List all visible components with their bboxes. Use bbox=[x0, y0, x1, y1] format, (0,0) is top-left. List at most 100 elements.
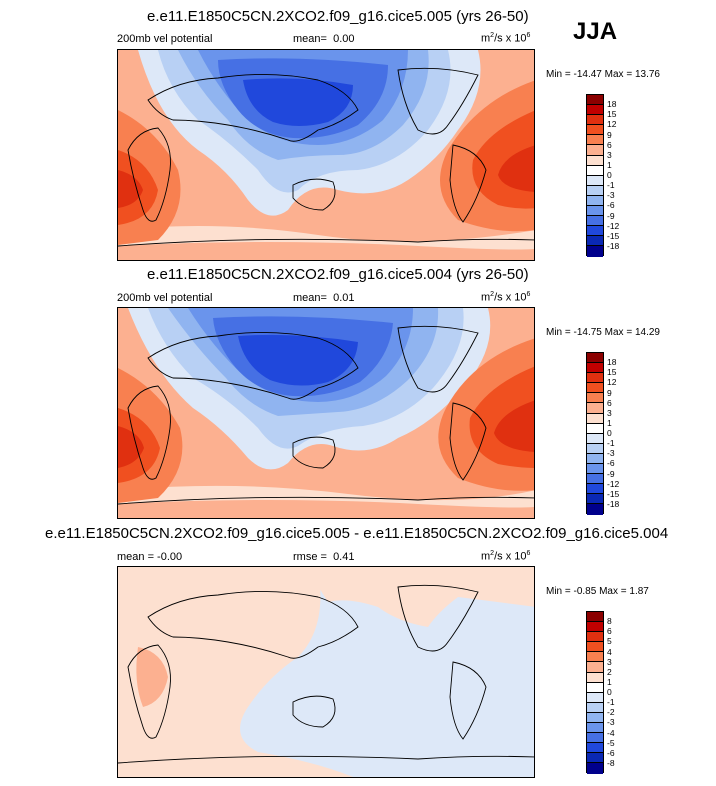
colorbar-tick-label: 15 bbox=[607, 367, 617, 378]
units-prefix: m bbox=[481, 291, 491, 304]
cbar-swatch bbox=[587, 115, 603, 126]
cbar-swatch bbox=[587, 155, 603, 166]
cbar-swatch bbox=[587, 433, 603, 444]
cbar-swatch bbox=[587, 206, 603, 217]
max-label: Max = bbox=[604, 69, 633, 80]
colorbar-tick-label: -18 bbox=[607, 498, 620, 509]
panel3-minmax: Min = -0.85 Max = 1.87 bbox=[546, 586, 649, 597]
max-value: 13.76 bbox=[634, 69, 660, 80]
colorbar-tick-label: 2 bbox=[607, 666, 612, 677]
cbar-swatch bbox=[587, 662, 603, 673]
colorbar-tick-label: 3 bbox=[607, 149, 612, 160]
colorbar-tick-label: -3 bbox=[607, 448, 615, 459]
panel3-colorbar bbox=[586, 611, 604, 774]
units-mid: /s x 10 bbox=[494, 291, 527, 304]
panel3-stat-value: 0.41 bbox=[333, 551, 355, 563]
min-label: Min = bbox=[546, 69, 571, 80]
panel3-map bbox=[117, 566, 535, 778]
colorbar-tick-label: 8 bbox=[607, 616, 612, 627]
panel1-stat-label: mean= bbox=[293, 33, 327, 45]
units-sup1: 2 bbox=[490, 291, 495, 298]
cbar-swatch bbox=[587, 612, 603, 623]
panel2-variable: 200mb vel potential bbox=[117, 292, 213, 304]
colorbar-tick-label: 1 bbox=[607, 159, 612, 170]
colorbar-tick-label: -3 bbox=[607, 717, 615, 728]
cbar-swatch bbox=[587, 733, 603, 744]
colorbar-tick-label: 12 bbox=[607, 119, 617, 130]
colorbar-tick-label: 1 bbox=[607, 417, 612, 428]
colorbar-tick-label: 6 bbox=[607, 397, 612, 408]
colorbar-tick-label: 1 bbox=[607, 676, 612, 687]
cbar-swatch bbox=[587, 423, 603, 434]
cbar-swatch bbox=[587, 125, 603, 136]
units-sup2: 6 bbox=[526, 291, 531, 298]
units-prefix: m bbox=[481, 32, 491, 45]
max-value: 14.29 bbox=[634, 327, 660, 338]
cbar-swatch bbox=[587, 216, 603, 227]
panel3-units: m2/s x 106 bbox=[481, 550, 530, 563]
panel1-stat-value: 0.00 bbox=[333, 33, 355, 45]
panel3-field bbox=[118, 567, 534, 777]
cbar-swatch bbox=[587, 753, 603, 764]
cbar-swatch bbox=[587, 413, 603, 424]
cbar-swatch bbox=[587, 403, 603, 414]
colorbar-tick-label: 6 bbox=[607, 139, 612, 150]
colorbar-tick-label: -5 bbox=[607, 737, 615, 748]
cbar-swatch bbox=[587, 145, 603, 156]
colorbar-tick-label: -15 bbox=[607, 488, 620, 499]
panel2-colorbar bbox=[586, 352, 604, 515]
panel2-stat: mean= 0.01 bbox=[293, 292, 355, 304]
colorbar-tick-label: -8 bbox=[607, 757, 615, 768]
panel3-title: e.e11.E1850C5CN.2XCO2.f09_g16.cice5.005 … bbox=[45, 525, 669, 542]
colorbar-tick-label: -1 bbox=[607, 180, 615, 191]
units-sup1: 2 bbox=[490, 32, 495, 39]
colorbar-tick-label: 0 bbox=[607, 428, 612, 438]
cbar-swatch bbox=[587, 95, 603, 106]
cbar-swatch bbox=[587, 453, 603, 465]
cbar-swatch bbox=[587, 195, 603, 207]
panel1-map bbox=[117, 49, 535, 261]
panel1-colorbar bbox=[586, 94, 604, 257]
cbar-swatch bbox=[587, 743, 603, 754]
colorbar-tick-label: -9 bbox=[607, 210, 615, 221]
min-value: -14.75 bbox=[573, 327, 602, 338]
colorbar-tick-label: 0 bbox=[607, 687, 612, 697]
colorbar-tick-label: 18 bbox=[607, 99, 617, 110]
cbar-swatch bbox=[587, 484, 603, 495]
cbar-swatch bbox=[587, 443, 603, 454]
colorbar-tick-label: -6 bbox=[607, 200, 615, 211]
colorbar-tick-label: -4 bbox=[607, 727, 615, 738]
colorbar-tick-label: 9 bbox=[607, 387, 612, 398]
panel2-minmax: Min = -14.75 Max = 14.29 bbox=[546, 327, 660, 338]
colorbar-tick-label: 5 bbox=[607, 636, 612, 647]
panel2-title: e.e11.E1850C5CN.2XCO2.f09_g16.cice5.004 … bbox=[147, 266, 529, 283]
colorbar-tick-label: 0 bbox=[607, 170, 612, 180]
max-label: Max = bbox=[599, 586, 627, 597]
panel1-field bbox=[118, 50, 534, 260]
cbar-swatch bbox=[587, 723, 603, 734]
colorbar-tick-label: -12 bbox=[607, 478, 620, 489]
colorbar-tick-label: 4 bbox=[607, 646, 612, 657]
colorbar-tick-label: -1 bbox=[607, 438, 615, 449]
colorbar-tick-label: 3 bbox=[607, 407, 612, 418]
panel2-units: m2/s x 106 bbox=[481, 291, 530, 304]
colorbar-tick-label: -6 bbox=[607, 747, 615, 758]
cbar-swatch bbox=[587, 682, 603, 693]
colorbar-tick-label: -2 bbox=[607, 707, 615, 718]
panel2-field bbox=[118, 308, 534, 518]
season-label: JJA bbox=[573, 18, 618, 45]
cbar-swatch bbox=[587, 464, 603, 475]
cbar-swatch bbox=[587, 135, 603, 146]
cbar-swatch bbox=[587, 652, 603, 663]
panel2-map bbox=[117, 307, 535, 519]
min-label: Min = bbox=[546, 586, 571, 597]
min-value: -14.47 bbox=[573, 69, 602, 80]
colorbar-tick-label: 18 bbox=[607, 357, 617, 368]
panel1-units: m2/s x 106 bbox=[481, 32, 530, 45]
max-value: 1.87 bbox=[629, 586, 649, 597]
colorbar-tick-label: -18 bbox=[607, 240, 620, 251]
cbar-swatch bbox=[587, 226, 603, 237]
cbar-swatch bbox=[587, 712, 603, 724]
cbar-swatch bbox=[587, 383, 603, 394]
units-sup1: 2 bbox=[490, 550, 495, 557]
